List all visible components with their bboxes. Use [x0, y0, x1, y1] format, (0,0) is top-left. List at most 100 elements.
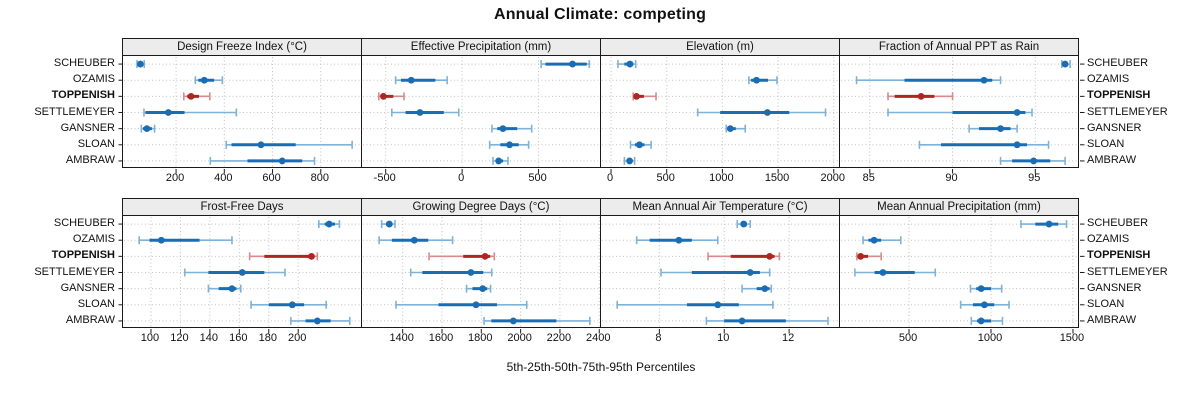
percentile-bar	[959, 300, 1010, 309]
panel-plot-area	[839, 55, 1085, 174]
percentile-bar	[184, 268, 286, 277]
panel-header: Growing Degree Days (°C)	[361, 198, 601, 216]
x-tick-label: 1800	[468, 332, 493, 344]
median-dot	[288, 301, 296, 309]
median-dot	[157, 236, 165, 244]
median-dot	[495, 157, 503, 165]
station-label-right: GANSNER	[1087, 281, 1142, 294]
x-tick-label: 500	[656, 172, 675, 184]
station-label-right: GANSNER	[1087, 121, 1142, 134]
median-dot	[766, 252, 774, 260]
percentile-bar	[465, 284, 492, 293]
x-tick-label: 600	[262, 172, 281, 184]
station-label-left: OZAMIS	[72, 73, 115, 86]
percentile-bar	[492, 156, 509, 165]
x-tick-label: 2400	[585, 332, 611, 344]
panel-canvas	[363, 57, 601, 174]
median-dot	[136, 60, 144, 68]
x-axis-caption: 5th-25th-50th-75th-95th Percentiles	[506, 360, 696, 374]
x-tick-label: 12	[781, 332, 795, 344]
median-dot	[238, 269, 246, 276]
percentile-bar	[970, 316, 1004, 325]
x-tick-label: 500	[898, 332, 918, 344]
x-tick-label: 8	[655, 332, 662, 344]
percentile-bar	[1060, 60, 1071, 69]
panel-header: Mean Annual Precipitation (mm)	[839, 198, 1079, 216]
x-tick-label: 90	[945, 172, 958, 184]
panel-canvas	[118, 217, 362, 334]
x-tick-label: 1500	[764, 172, 790, 184]
station-label-right: TOPPENISH	[1087, 249, 1151, 262]
median-dot	[626, 60, 634, 68]
percentile-bar	[969, 284, 1003, 293]
station-label-right: TOPPENISH	[1087, 89, 1151, 102]
panel-canvas	[118, 57, 362, 174]
panel-plot-area	[361, 55, 601, 174]
percentile-bar	[999, 156, 1066, 165]
median-dot	[509, 317, 517, 325]
percentile-bar	[138, 236, 233, 245]
percentile-bar	[380, 220, 396, 229]
percentile-bar	[707, 252, 781, 261]
median-dot	[410, 236, 418, 244]
x-tick-label: 400	[214, 172, 233, 184]
x-tick-label: 2000	[820, 172, 845, 184]
panel-canvas	[841, 57, 1085, 174]
percentile-bar	[394, 76, 448, 85]
x-tick-label: 0	[458, 172, 465, 184]
percentile-bar	[182, 92, 211, 101]
station-label-right: SCHEUBER	[1087, 217, 1149, 230]
percentile-bar	[632, 92, 657, 101]
station-label-left: SETTLEMEYER	[34, 105, 115, 118]
percentile-bar	[736, 220, 751, 229]
station-label-left: AMBRAW	[65, 153, 115, 166]
median-dot	[726, 125, 734, 133]
x-tick-label: 1500	[1059, 332, 1085, 344]
percentile-bar	[741, 284, 773, 293]
station-label-right: OZAMIS	[1087, 233, 1130, 246]
x-tick-label: 1000	[977, 332, 1003, 344]
percentile-bar	[887, 108, 1033, 117]
x-tick-label: 120	[170, 332, 189, 344]
median-dot	[981, 301, 988, 309]
percentile-bar	[696, 108, 827, 117]
median-dot	[746, 269, 754, 276]
median-dot	[325, 220, 333, 228]
percentile-bar	[488, 140, 530, 149]
x-tick-label: -500	[373, 172, 396, 184]
percentile-bar	[635, 236, 719, 245]
median-dot	[187, 92, 195, 100]
median-dot	[257, 141, 265, 149]
median-dot	[1030, 157, 1038, 165]
median-dot	[228, 285, 236, 293]
median-dot	[467, 269, 475, 276]
median-dot	[1013, 109, 1021, 116]
panel-header: Elevation (m)	[600, 38, 840, 56]
station-label-left: GANSNER	[60, 281, 115, 294]
median-dot	[278, 157, 286, 165]
station-label-left: TOPPENISH	[51, 249, 115, 262]
percentile-bar	[378, 236, 454, 245]
station-label-right: AMBRAW	[1087, 153, 1137, 166]
x-tick-label: 1000	[709, 172, 734, 184]
percentile-bar	[748, 76, 778, 85]
median-dot	[857, 252, 865, 260]
median-dot	[626, 157, 634, 165]
median-dot	[506, 141, 513, 149]
station-label-left: SETTLEMEYER	[34, 265, 115, 278]
x-tick-label: 200	[288, 332, 307, 344]
median-dot	[1013, 141, 1021, 149]
median-dot	[479, 285, 487, 293]
x-tick-label: 10	[717, 332, 730, 344]
x-tick-label: 95	[1028, 172, 1041, 184]
panel-header: Frost-Free Days	[122, 198, 362, 216]
panel-header: Effective Precipitation (mm)	[361, 38, 601, 56]
median-dot	[675, 236, 683, 244]
median-dot	[879, 269, 887, 276]
median-dot	[308, 252, 315, 260]
panel-canvas	[602, 217, 840, 334]
median-dot	[1045, 220, 1053, 228]
percentile-bar	[483, 316, 591, 325]
median-dot	[977, 285, 985, 293]
percentile-bar	[136, 60, 146, 69]
